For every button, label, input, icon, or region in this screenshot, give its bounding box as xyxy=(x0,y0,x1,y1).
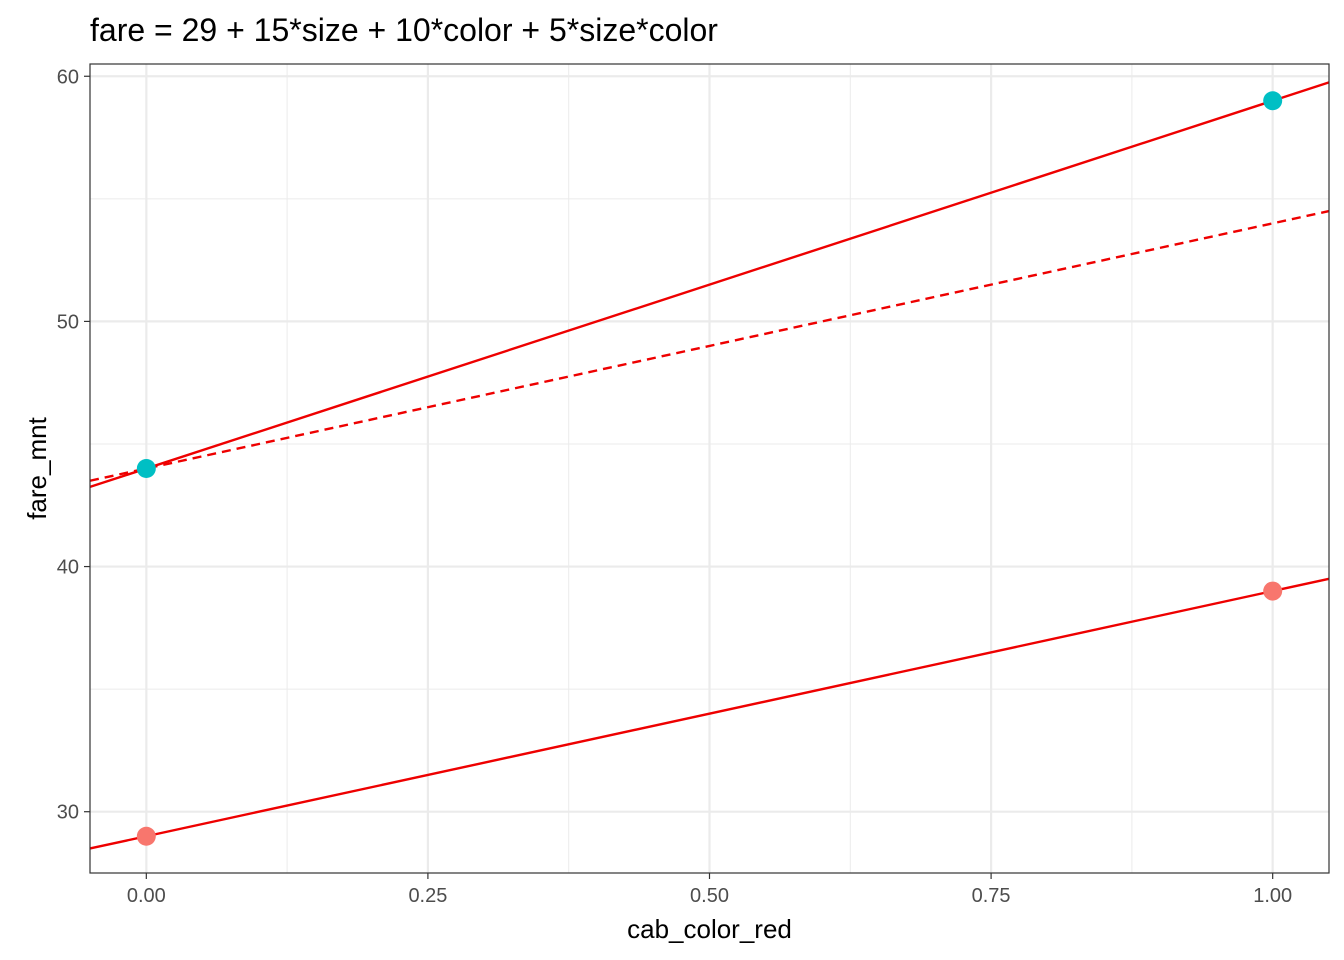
data-point xyxy=(1263,581,1283,601)
fit-lines xyxy=(89,81,1330,850)
data-point xyxy=(1263,91,1283,111)
x-tick-label: 0.00 xyxy=(127,885,166,907)
solid-fit-line xyxy=(89,81,1330,489)
grid-lines xyxy=(90,64,1329,873)
dashed-fit-line xyxy=(89,209,1330,482)
y-tick-label: 60 xyxy=(57,66,79,88)
y-axis-title: fare_mnt xyxy=(22,416,52,519)
y-tick-label: 50 xyxy=(57,311,79,333)
x-axis-title: cab_color_red xyxy=(627,914,792,944)
x-tick-label: 0.75 xyxy=(972,885,1011,907)
y-axis: 30 40 50 60 xyxy=(57,66,90,824)
data-point xyxy=(136,826,156,846)
y-tick-label: 40 xyxy=(57,557,79,579)
x-axis: 0.00 0.25 0.50 0.75 1.00 xyxy=(127,873,1292,907)
data-points xyxy=(136,91,1283,846)
data-point xyxy=(136,459,156,478)
x-tick-label: 0.25 xyxy=(408,885,447,907)
chart-title: fare = 29 + 15*size + 10*color + 5*size*… xyxy=(90,12,718,48)
solid-fit-line xyxy=(89,577,1330,850)
x-tick-label: 0.50 xyxy=(690,885,729,907)
x-tick-label: 1.00 xyxy=(1253,885,1292,907)
y-tick-label: 30 xyxy=(57,802,79,824)
